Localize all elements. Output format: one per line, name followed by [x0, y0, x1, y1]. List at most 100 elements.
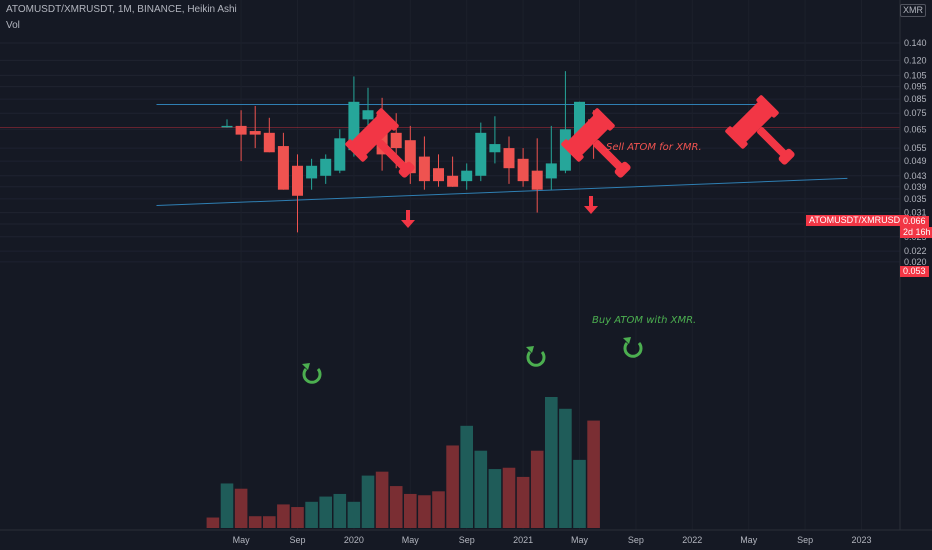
candle-body [390, 132, 402, 149]
price-tick-label: 0.075 [904, 108, 927, 118]
volume-bar [573, 459, 586, 528]
price-tick-label: 0.031 [904, 208, 927, 218]
candle-body [249, 131, 261, 135]
volume-bar [305, 501, 318, 528]
gavel-face [345, 139, 368, 162]
volume-bar [418, 495, 431, 528]
time-tick-label: Sep [289, 535, 305, 545]
candle-body [334, 138, 346, 171]
candle-body [517, 158, 529, 182]
candle-body [221, 125, 233, 128]
volume-bar [404, 493, 417, 528]
price-tick-label: 0.085 [904, 94, 927, 104]
arrow-down-icon [584, 196, 598, 214]
time-tick-label: Sep [459, 535, 475, 545]
refresh-icon [526, 351, 546, 367]
chart-title: ATOMUSDT/XMRUSDT, 1M, BINANCE, Heikin As… [6, 4, 237, 15]
gavel-handle [757, 127, 788, 158]
gavel-face [756, 95, 779, 118]
gavel-head [731, 101, 773, 143]
time-tick-label: 2022 [682, 535, 702, 545]
time-tick-label: 2023 [851, 535, 871, 545]
volume-bar [347, 501, 361, 528]
price-tick-label: 0.043 [904, 171, 927, 181]
gavel-icon [725, 95, 795, 165]
volume-bar [234, 488, 248, 528]
volume-bar [530, 450, 544, 528]
volume-bar [263, 516, 276, 528]
gavel-face [561, 139, 584, 162]
volume-bar [587, 420, 600, 528]
volume-bar [488, 469, 502, 528]
volume-bar [446, 445, 459, 528]
candle-body [320, 158, 332, 176]
volume-bar [389, 486, 403, 528]
gavel-grip [614, 161, 631, 178]
symbol-badge: ATOMUSDT/XMRUSDT [806, 215, 909, 226]
price-tick-label: 0.049 [904, 156, 927, 166]
gavel-face [592, 108, 615, 131]
volume-bar [516, 476, 530, 528]
gavel-handle [377, 140, 408, 171]
volume-label: Vol [6, 20, 20, 31]
candle-body [418, 156, 430, 182]
currency-label[interactable]: XMR [900, 4, 926, 17]
candle-body [574, 101, 585, 149]
price-tick-label: 0.105 [904, 70, 927, 80]
volume-bar [375, 471, 389, 528]
volume-bars [206, 397, 600, 528]
refresh-arrowhead [302, 363, 310, 370]
candle-body [503, 148, 515, 169]
trendline-support [156, 177, 848, 207]
time-tick-label: 2020 [344, 535, 364, 545]
candle-body [447, 175, 459, 187]
candle-body [306, 165, 318, 179]
gavel-icon [561, 108, 631, 178]
buy-annotation: Buy ATOM with XMR. [592, 315, 696, 326]
candle-body [489, 144, 501, 153]
volume-bar [277, 504, 290, 528]
gavel-icon [345, 108, 415, 178]
time-tick-label: May [571, 535, 589, 545]
volume-bar [460, 425, 473, 528]
volume-bar [502, 467, 516, 528]
candle-body [404, 140, 416, 174]
volume-bar [432, 491, 445, 528]
time-tick-label: Sep [797, 535, 813, 545]
gavel-head [351, 114, 393, 156]
gavel-face [376, 108, 399, 131]
volume-bar [220, 483, 234, 528]
time-tick-label: May [740, 535, 758, 545]
annotation-icons [302, 95, 795, 384]
gavel-head [567, 114, 609, 156]
candle-body [545, 163, 557, 179]
price-tick-label: 0.140 [904, 38, 927, 48]
gavel-face [725, 126, 748, 149]
candle-body [531, 170, 543, 190]
candle-body [362, 110, 374, 120]
volume-bar [545, 397, 558, 528]
refresh-icon [302, 368, 322, 384]
volume-bar [291, 507, 304, 528]
gavel-grip [398, 161, 415, 178]
price-tick-label: 0.055 [904, 143, 927, 153]
candle-body [461, 170, 473, 182]
refresh-icon [623, 342, 643, 358]
gavel-handle [593, 140, 624, 171]
candle-body [277, 146, 289, 190]
time-tick-label: Sep [628, 535, 644, 545]
price-tick-label: 0.035 [904, 194, 927, 204]
refresh-arrowhead [526, 346, 534, 353]
time-axis[interactable]: May Sep 2020 May Sep 2021 May Sep 2022 May Sep 2023 [233, 535, 872, 545]
volume-bar [319, 496, 332, 528]
price-tick-label: 0.039 [904, 182, 927, 192]
candle-body [475, 132, 487, 176]
volume-bar [559, 408, 572, 528]
volume-bar [248, 516, 262, 528]
countdown-badge: 2d 16h [900, 227, 932, 238]
sell-annotation: Sell ATOM for XMR. [606, 142, 702, 153]
price-tick-label: 0.022 [904, 246, 927, 256]
time-tick-label: May [233, 535, 251, 545]
volume-bar [333, 493, 347, 528]
